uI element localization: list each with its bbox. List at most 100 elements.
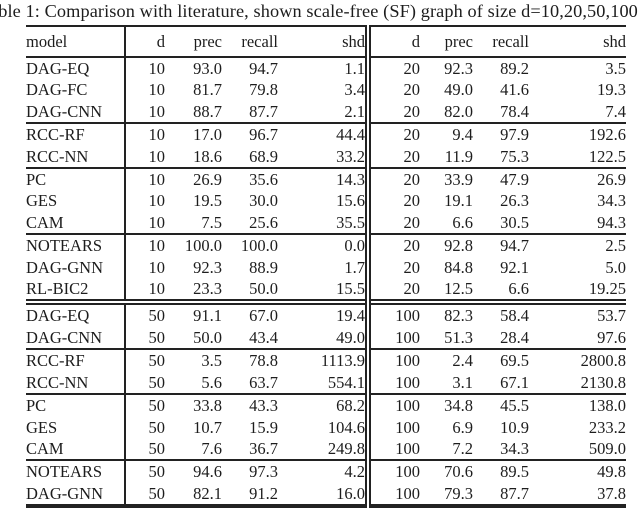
table-row: DAG-EQ 50 91.1 67.0 19.4 100 82.3 58.4 53.7 bbox=[26, 299, 626, 327]
metric-value-cell: 20 bbox=[365, 278, 420, 303]
metric-value-cell: 50 bbox=[124, 326, 165, 350]
metric-value-cell: 50 bbox=[124, 482, 165, 507]
metric-value-cell: 50 bbox=[124, 299, 165, 327]
table-row: DAG-GNN 50 82.1 91.2 16.0 100 79.3 87.7 37.8 bbox=[26, 482, 626, 507]
table-row: RCC-RF 10 17.0 96.7 44.4 20 9.4 97.9 192.6 bbox=[26, 122, 626, 146]
metric-value-cell: 19.1 bbox=[444, 191, 473, 211]
model-name-cell: DAG-CNN bbox=[26, 101, 103, 121]
metric-value-cell: 25.6 bbox=[249, 212, 278, 232]
metric-value-cell: 100 bbox=[365, 416, 420, 438]
metric-value-cell: 47.9 bbox=[473, 167, 529, 191]
metric-value-cell: 51.3 bbox=[444, 327, 473, 347]
table-row: DAG-CNN 50 50.0 43.4 49.0 100 51.3 28.4 97.6 bbox=[26, 326, 626, 350]
model-name-cell: GES bbox=[26, 417, 58, 437]
metric-value-cell: 88.7 bbox=[193, 101, 222, 121]
metric-value-cell: 1.7 bbox=[344, 257, 365, 277]
metric-value-cell: 34.8 bbox=[420, 393, 473, 417]
metric-value-cell: 50 bbox=[124, 437, 165, 461]
metric-value-cell: 35.6 bbox=[222, 167, 278, 191]
metric-value-cell: 35.5 bbox=[336, 212, 365, 232]
metric-value-cell: 20 bbox=[365, 190, 420, 212]
metric-value-cell: 100 bbox=[365, 482, 420, 507]
metric-value-cell: 10 bbox=[124, 233, 165, 257]
metric-value-cell: 93.0 bbox=[193, 59, 222, 78]
metric-value-cell: 94.6 bbox=[165, 459, 222, 483]
metric-value-cell: 20 bbox=[365, 100, 420, 124]
metric-value-cell: 92.3 bbox=[444, 59, 473, 78]
table-row: RCC-NN 10 18.6 68.9 33.2 20 11.9 75.3 122.5 bbox=[26, 145, 626, 169]
metric-value-cell: 3.4 bbox=[344, 80, 365, 100]
metric-value-cell: 5.0 bbox=[605, 257, 626, 277]
metric-value-cell: 89.2 bbox=[500, 59, 529, 78]
metric-value-cell: 138.0 bbox=[529, 393, 626, 417]
metric-value-cell: 89.5 bbox=[473, 459, 529, 483]
metric-value-cell: 10 bbox=[124, 256, 165, 279]
metric-value-cell: 6.6 bbox=[452, 212, 473, 232]
metric-value-cell: 36.7 bbox=[249, 438, 278, 458]
metric-value-cell: 94.7 bbox=[473, 233, 529, 257]
metric-value-cell: 100 bbox=[365, 348, 420, 372]
model-name-cell: RCC-RF bbox=[26, 348, 125, 372]
metric-value-cell: 91.2 bbox=[249, 483, 278, 503]
table-row: PC 50 33.8 43.3 68.2 100 34.8 45.5 138.0 bbox=[26, 393, 626, 417]
metric-value-cell: 3.5 bbox=[605, 59, 626, 78]
metric-value-cell: 97.9 bbox=[473, 122, 529, 146]
metric-value-cell: 15.5 bbox=[336, 279, 365, 299]
table-row: RL-BIC2 10 23.3 50.0 15.5 20 12.5 6.6 19.25 bbox=[26, 278, 626, 303]
metric-value-cell: 70.6 bbox=[420, 459, 473, 483]
metric-value-cell: 91.1 bbox=[165, 299, 222, 327]
metric-value-cell: 1113.9 bbox=[278, 348, 368, 372]
header-row: model d prec recall shd d prec recall sh… bbox=[26, 26, 626, 58]
metric-value-cell: 87.7 bbox=[500, 483, 529, 503]
metric-value-cell: 10.9 bbox=[500, 417, 529, 437]
metric-value-cell: 45.5 bbox=[473, 393, 529, 417]
model-name-cell: CAM bbox=[26, 212, 64, 232]
metric-value-cell: 10 bbox=[124, 57, 165, 80]
metric-value-cell: 100 bbox=[365, 437, 420, 461]
column-header-d-right: d bbox=[365, 26, 420, 58]
table-row: GES 50 10.7 15.9 104.6 100 6.9 10.9 233.2 bbox=[26, 416, 626, 438]
metric-value-cell: 20 bbox=[365, 256, 420, 279]
metric-value-cell: 82.1 bbox=[193, 483, 222, 503]
column-header-prec-left: prec bbox=[165, 26, 222, 58]
table-row: DAG-CNN 10 88.7 87.7 2.1 20 82.0 78.4 7.4 bbox=[26, 100, 626, 124]
metric-value-cell: 100 bbox=[365, 371, 420, 395]
model-name-cell: DAG-FC bbox=[26, 80, 88, 100]
metric-value-cell: 94.3 bbox=[597, 212, 626, 232]
metric-value-cell: 7.5 bbox=[201, 212, 222, 232]
metric-value-cell: 10 bbox=[124, 278, 165, 303]
metric-value-cell: 44.4 bbox=[278, 122, 368, 146]
metric-value-cell: 14.3 bbox=[278, 167, 368, 191]
metric-value-cell: 19.4 bbox=[278, 299, 368, 327]
metric-value-cell: 78.4 bbox=[500, 101, 529, 121]
metric-value-cell: 58.4 bbox=[473, 299, 529, 327]
metric-value-cell: 2.4 bbox=[420, 348, 473, 372]
metric-value-cell: 69.5 bbox=[473, 348, 529, 372]
metric-value-cell: 10 bbox=[124, 100, 165, 124]
model-name-cell: GES bbox=[26, 191, 58, 211]
metric-value-cell: 100 bbox=[365, 326, 420, 350]
model-name-cell: PC bbox=[26, 393, 125, 417]
metric-value-cell: 20 bbox=[365, 145, 420, 169]
table-row: GES 10 19.5 30.0 15.6 20 19.1 26.3 34.3 bbox=[26, 190, 626, 212]
table-row: CAM 10 7.5 25.6 35.5 20 6.6 30.5 94.3 bbox=[26, 211, 626, 235]
metric-value-cell: 2800.8 bbox=[529, 348, 626, 372]
metric-value-cell: 94.7 bbox=[249, 59, 278, 78]
metric-value-cell: 50.0 bbox=[249, 279, 278, 299]
metric-value-cell: 10 bbox=[124, 167, 165, 191]
model-name-cell: RCC-NN bbox=[26, 372, 89, 392]
metric-value-cell: 18.6 bbox=[193, 146, 222, 166]
metric-value-cell: 43.3 bbox=[222, 393, 278, 417]
metric-value-cell: 88.9 bbox=[249, 257, 278, 277]
metric-value-cell: 75.3 bbox=[500, 146, 529, 166]
metric-value-cell: 81.7 bbox=[193, 80, 222, 100]
metric-value-cell: 100 bbox=[365, 393, 420, 417]
model-name-cell: CAM bbox=[26, 438, 64, 458]
metric-value-cell: 20 bbox=[365, 79, 420, 101]
column-header-prec-right: prec bbox=[420, 26, 473, 58]
table-row: CAM 50 7.6 36.7 249.8 100 7.2 34.3 509.0 bbox=[26, 437, 626, 461]
metric-value-cell: 53.7 bbox=[529, 299, 626, 327]
table-row: DAG-FC 10 81.7 79.8 3.4 20 49.0 41.6 19.3 bbox=[26, 79, 626, 101]
metric-value-cell: 233.2 bbox=[588, 417, 626, 437]
